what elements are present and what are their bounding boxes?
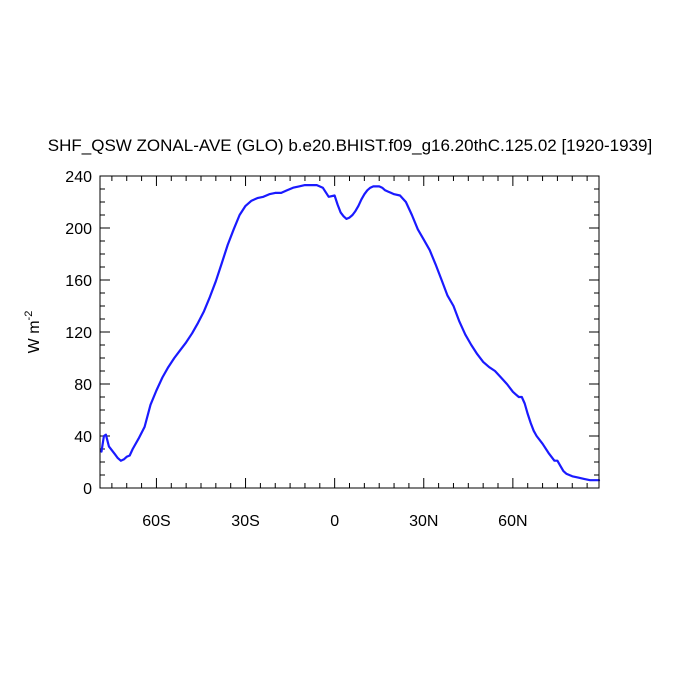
x-tick-label: 0 <box>330 513 339 530</box>
x-tick-label: 30N <box>409 513 438 530</box>
x-tick-label: 60N <box>498 513 527 530</box>
plot-frame <box>99 175 600 489</box>
y-axis-label-exponent: -2 <box>23 311 35 321</box>
y-tick-label: 160 <box>65 273 92 290</box>
y-axis-label: W m-2 <box>23 311 43 354</box>
y-tick-label: 0 <box>83 481 92 498</box>
y-tick-label: 80 <box>74 377 92 394</box>
y-tick-label: 200 <box>65 221 92 238</box>
y-axis-label-text: W m <box>26 320 43 353</box>
axis-ticks <box>100 175 599 489</box>
chart-title: SHF_QSW ZONAL-AVE (GLO) b.e20.BHIST.f09_… <box>48 136 652 155</box>
tick-labels: 0 40 80 120 160 200 240 60S 30S 0 30N 60N <box>65 169 527 530</box>
y-tick-label: 120 <box>65 325 92 342</box>
series-line <box>100 184 601 482</box>
y-tick-label: 240 <box>65 169 92 186</box>
svg-text:W m-2: W m-2 <box>23 311 43 354</box>
x-tick-label: 30S <box>231 513 259 530</box>
y-tick-label: 40 <box>74 429 92 446</box>
x-tick-label: 60S <box>142 513 170 530</box>
series-layer <box>100 184 601 482</box>
